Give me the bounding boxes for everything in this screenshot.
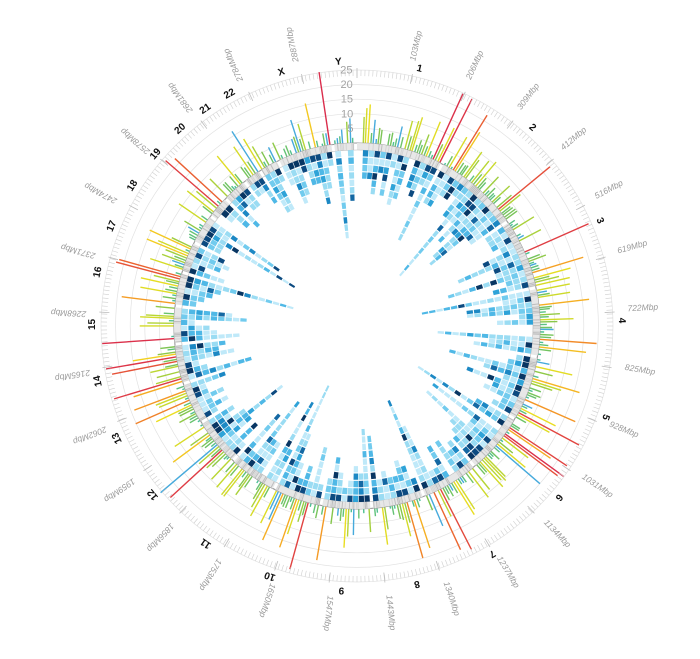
svg-text:7: 7 (486, 547, 497, 560)
svg-text:1340Mbp: 1340Mbp (442, 580, 463, 617)
svg-text:5: 5 (347, 123, 353, 135)
svg-text:2474Mbp: 2474Mbp (82, 181, 119, 207)
svg-text:10: 10 (263, 569, 278, 583)
svg-text:1031Mbp: 1031Mbp (580, 471, 615, 499)
svg-text:2784Mbp: 2784Mbp (221, 47, 245, 85)
svg-text:2578Mbp: 2578Mbp (118, 126, 152, 157)
svg-text:516Mbp: 516Mbp (593, 177, 625, 200)
svg-text:1650Mbp: 1650Mbp (257, 582, 278, 619)
svg-text:9: 9 (338, 584, 345, 595)
svg-text:17: 17 (105, 219, 120, 234)
svg-text:1443Mbp: 1443Mbp (384, 595, 398, 632)
svg-text:103Mbp: 103Mbp (407, 29, 423, 61)
svg-text:X: X (277, 66, 287, 79)
svg-text:8: 8 (412, 578, 420, 590)
svg-text:1237Mbp: 1237Mbp (495, 554, 522, 590)
svg-text:16: 16 (92, 265, 105, 279)
svg-text:2: 2 (526, 122, 538, 134)
svg-text:15: 15 (341, 94, 353, 106)
svg-text:22: 22 (222, 86, 237, 101)
svg-text:25: 25 (340, 65, 352, 77)
svg-text:20: 20 (341, 79, 353, 91)
svg-text:2165Mbp: 2165Mbp (54, 368, 92, 384)
svg-text:1959Mbp: 1959Mbp (102, 476, 137, 504)
svg-text:12: 12 (145, 486, 161, 502)
svg-text:1753Mbp: 1753Mbp (197, 557, 224, 593)
svg-text:619Mbp: 619Mbp (616, 237, 649, 255)
svg-text:6: 6 (552, 491, 564, 503)
svg-text:20: 20 (173, 121, 189, 137)
svg-text:1547Mbp: 1547Mbp (322, 595, 336, 632)
svg-text:1134Mbp: 1134Mbp (542, 517, 573, 549)
svg-text:5: 5 (599, 412, 611, 421)
svg-text:11: 11 (198, 535, 213, 550)
svg-text:1: 1 (415, 63, 423, 75)
svg-text:2681Mbp: 2681Mbp (165, 81, 195, 116)
svg-text:825Mbp: 825Mbp (624, 362, 656, 377)
svg-text:928Mbp: 928Mbp (608, 419, 640, 440)
svg-text:15: 15 (87, 318, 98, 330)
svg-text:309Mbp: 309Mbp (515, 81, 542, 112)
svg-text:412Mbp: 412Mbp (558, 124, 588, 152)
svg-text:13: 13 (110, 430, 125, 445)
svg-text:10: 10 (341, 108, 353, 120)
svg-text:3: 3 (594, 216, 606, 226)
svg-text:206Mbp: 206Mbp (463, 49, 486, 82)
svg-text:21: 21 (198, 101, 214, 117)
svg-text:2268Mbp: 2268Mbp (50, 307, 87, 319)
svg-text:4: 4 (616, 318, 627, 324)
svg-text:14: 14 (92, 374, 105, 388)
svg-text:1856Mbp: 1856Mbp (145, 521, 177, 554)
svg-text:Y: Y (335, 56, 343, 67)
svg-text:2062Mbp: 2062Mbp (71, 424, 109, 447)
svg-text:2887Mbp: 2887Mbp (283, 26, 301, 64)
svg-text:2371Mbp: 2371Mbp (59, 242, 97, 261)
svg-text:722Mbp: 722Mbp (627, 302, 658, 314)
svg-text:18: 18 (125, 178, 140, 194)
